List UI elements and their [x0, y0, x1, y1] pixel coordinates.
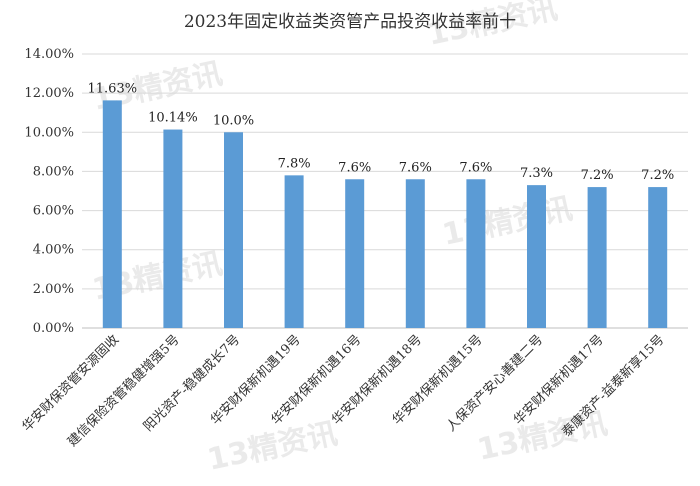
bar [224, 132, 243, 328]
data-label: 7.8% [278, 156, 311, 171]
data-label: 11.63% [88, 81, 138, 96]
y-tick-label: 12.00% [24, 86, 74, 101]
y-tick-label: 0.00% [33, 321, 74, 336]
y-tick-label: 6.00% [33, 204, 74, 219]
y-tick-label: 14.00% [24, 47, 74, 62]
chart-title: 2023年固定收益类资管产品投资收益率前十 [184, 12, 516, 32]
data-label: 10.14% [148, 111, 198, 126]
bar [648, 187, 668, 328]
data-label: 7.2% [581, 168, 614, 183]
bar [527, 185, 546, 328]
data-labels: 11.63% 10.14% 10.0% 7.8% 7.6% 7.6% 7.6% 7.3% 7.2… [88, 81, 675, 183]
bar [466, 179, 486, 328]
bar [405, 179, 425, 328]
bar [587, 187, 607, 328]
gridlines [82, 53, 688, 329]
bar [284, 175, 304, 328]
y-tick-label: 8.00% [33, 164, 74, 179]
data-label: 7.6% [399, 160, 432, 175]
y-axis-ticks: 0.00% 2.00% 4.00% 6.00% 8.00% 10.00% 12.00% 14.… [24, 47, 74, 336]
bar [345, 179, 365, 328]
data-label: 7.3% [520, 166, 553, 181]
data-label: 7.6% [459, 160, 492, 175]
bar [163, 129, 183, 328]
bars [102, 100, 668, 329]
data-label: 10.0% [213, 113, 254, 128]
y-tick-label: 10.00% [24, 125, 74, 140]
y-tick-label: 4.00% [33, 243, 74, 258]
bar [102, 100, 122, 329]
data-label: 7.6% [338, 160, 371, 175]
y-tick-label: 2.00% [33, 282, 74, 297]
data-label: 7.2% [641, 168, 674, 183]
